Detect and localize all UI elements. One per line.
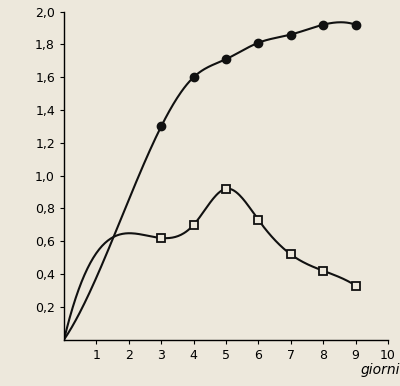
- X-axis label: giorni: giorni: [360, 363, 400, 377]
